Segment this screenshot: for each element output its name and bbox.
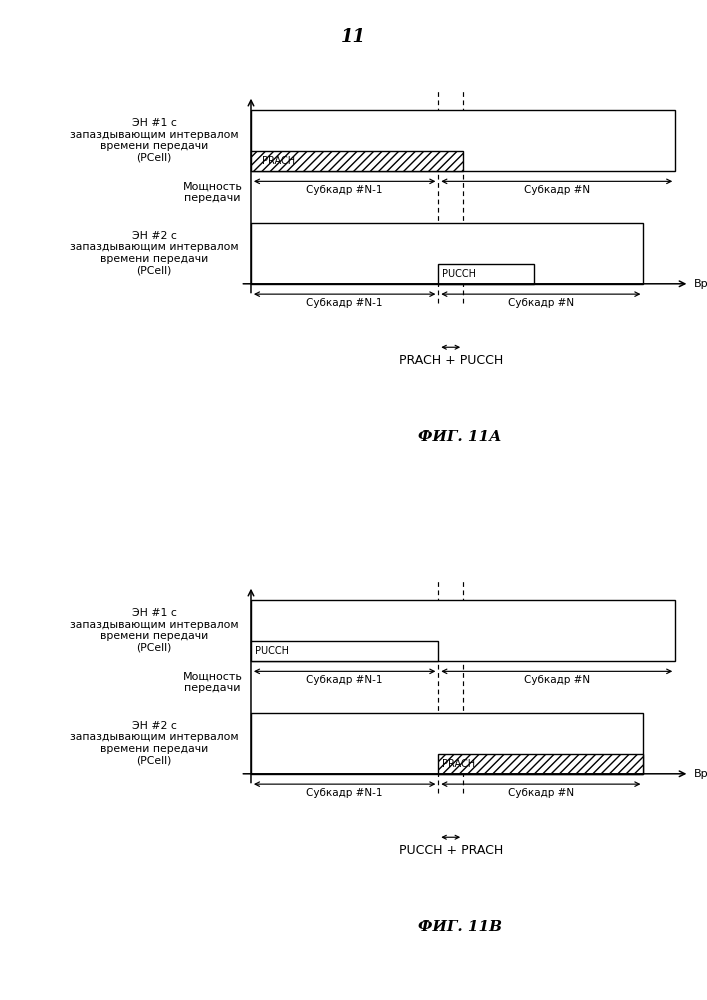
Text: PUCCH: PUCCH — [255, 646, 288, 656]
Text: Субкадр #N-1: Субкадр #N-1 — [306, 298, 383, 308]
Text: PRACH: PRACH — [262, 156, 295, 166]
Bar — [251, 110, 675, 171]
Text: Субкадр #N: Субкадр #N — [524, 185, 590, 195]
Text: ЭН #1 с
запаздывающим интервалом
времени передачи
(PCell): ЭН #1 с запаздывающим интервалом времени… — [69, 118, 238, 163]
Text: Время: Время — [694, 769, 707, 779]
Text: Мощность
передачи: Мощность передачи — [182, 181, 243, 203]
Bar — [251, 713, 643, 774]
Text: Субкадр #N-1: Субкадр #N-1 — [306, 788, 383, 798]
Text: ЭН #1 с
запаздывающим интервалом
времени передачи
(PCell): ЭН #1 с запаздывающим интервалом времени… — [69, 608, 238, 653]
Text: PUCCH: PUCCH — [442, 269, 476, 279]
Text: 11: 11 — [341, 28, 366, 46]
Text: Субкадр #N-1: Субкадр #N-1 — [306, 675, 383, 685]
Text: ЭН #2 с
запаздывающим интервалом
времени передачи
(PCell): ЭН #2 с запаздывающим интервалом времени… — [69, 721, 238, 766]
Bar — [251, 641, 438, 661]
Text: PUCCH + PRACH: PUCCH + PRACH — [399, 844, 503, 857]
Text: Субкадр #N: Субкадр #N — [524, 675, 590, 685]
Text: Субкадр #N: Субкадр #N — [508, 298, 574, 308]
Text: Субкадр #N-1: Субкадр #N-1 — [306, 185, 383, 195]
Text: Время: Время — [694, 279, 707, 289]
Text: PRACH + PUCCH: PRACH + PUCCH — [399, 354, 503, 367]
Bar — [251, 600, 675, 661]
Text: ФИГ. 11В: ФИГ. 11В — [418, 920, 501, 934]
Text: Мощность
передачи: Мощность передачи — [182, 671, 243, 693]
Bar — [438, 264, 534, 284]
Text: PRACH: PRACH — [442, 759, 475, 769]
Text: Субкадр #N: Субкадр #N — [508, 788, 574, 798]
Bar — [251, 223, 643, 284]
Bar — [251, 151, 463, 171]
Bar — [438, 754, 643, 774]
Text: ЭН #2 с
запаздывающим интервалом
времени передачи
(PCell): ЭН #2 с запаздывающим интервалом времени… — [69, 231, 238, 276]
Text: ФИГ. 11А: ФИГ. 11А — [418, 430, 501, 444]
